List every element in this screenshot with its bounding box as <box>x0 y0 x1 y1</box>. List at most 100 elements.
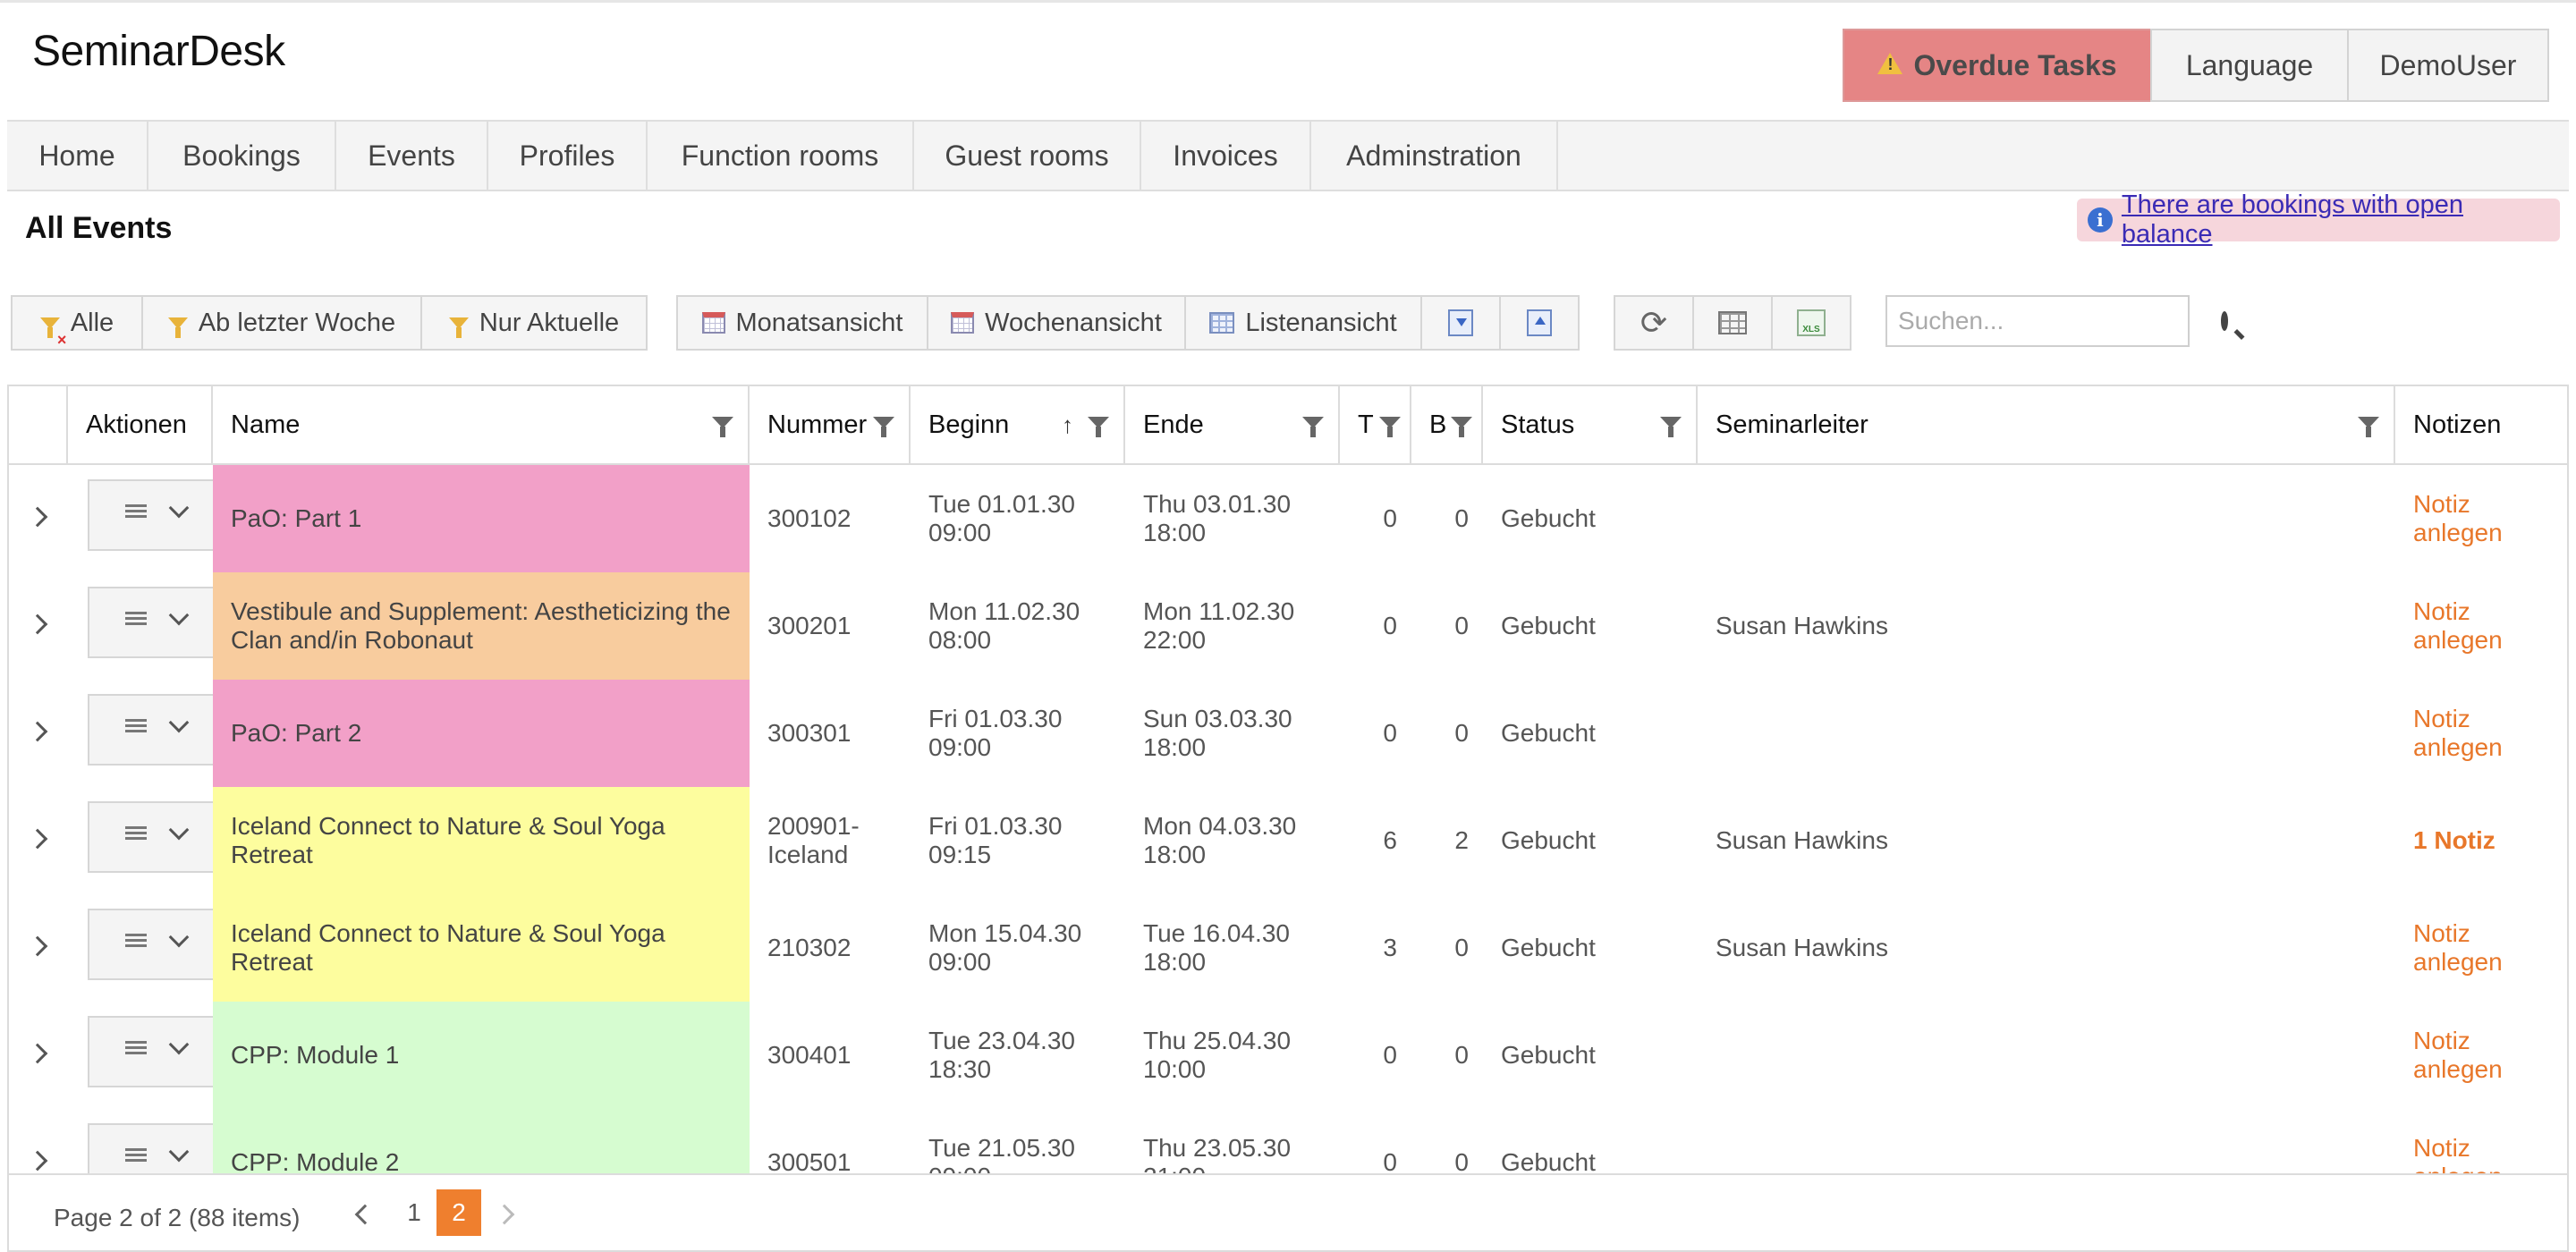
tools-toolbar: ⟳ XLS <box>1614 295 1852 351</box>
filter-icon[interactable] <box>2358 417 2379 437</box>
month-view-button[interactable]: Monatsansicht <box>676 295 928 351</box>
notes-link[interactable]: Notiz <box>2413 1134 2470 1162</box>
export-excel-button[interactable]: XLS <box>1771 295 1852 351</box>
notes-link-suffix[interactable]: anlegen <box>2413 948 2503 976</box>
table-row[interactable]: PaO: Part 1 300102 Tue 01.01.30 09:00 Thu 03… <box>9 465 2567 572</box>
expand-row-icon[interactable] <box>27 935 48 957</box>
event-name-cell[interactable]: CPP: Module 2 <box>213 1109 750 1173</box>
search-icon[interactable] <box>2221 311 2228 331</box>
table-row[interactable]: PaO: Part 2 300301 Fri 01.03.30 09:00 Sun 03… <box>9 680 2567 787</box>
event-name-cell[interactable]: Vestibule and Supplement: Aestheticizing… <box>213 572 750 680</box>
header-t[interactable]: T <box>1340 386 1411 463</box>
notes-link[interactable]: Notiz <box>2413 919 2470 947</box>
filter-icon[interactable] <box>1088 417 1109 437</box>
begin-cell: Fri 01.03.30 09:15 <box>911 787 1125 894</box>
notes-link-suffix[interactable]: anlegen <box>2413 733 2503 761</box>
header-ende[interactable]: Ende <box>1125 386 1340 463</box>
notes-link-suffix[interactable]: anlegen <box>2413 1163 2503 1173</box>
notes-link-suffix[interactable]: anlegen <box>2413 626 2503 654</box>
expand-row-icon[interactable] <box>27 506 48 528</box>
notes-link[interactable]: Notiz <box>2413 705 2470 732</box>
nav-profiles[interactable]: Profiles <box>488 122 648 190</box>
event-name-cell[interactable]: PaO: Part 1 <box>213 465 750 572</box>
expand-row-icon[interactable] <box>27 1043 48 1064</box>
notes-link-suffix[interactable]: anlegen <box>2413 1055 2503 1083</box>
filter-last-week-button[interactable]: Ab letzter Woche <box>141 295 422 351</box>
row-actions-button[interactable] <box>88 694 213 766</box>
filter-icon[interactable] <box>1660 417 1682 437</box>
nav-home[interactable]: Home <box>7 122 148 190</box>
b-count: 0 <box>1454 1041 1469 1069</box>
upload-button[interactable] <box>1499 295 1580 351</box>
filter-icon[interactable] <box>1302 417 1324 437</box>
expand-row-icon[interactable] <box>27 613 48 635</box>
expand-row-icon[interactable] <box>27 828 48 850</box>
notes-cell[interactable]: 1 Notiz <box>2395 787 2567 894</box>
header-nummer-label: Nummer <box>767 410 868 439</box>
event-name-cell[interactable]: Iceland Connect to Nature & Soul Yoga Re… <box>213 894 750 1002</box>
table-row[interactable]: CPP: Module 1 300401 Tue 23.04.30 18:30 Thu … <box>9 1002 2567 1109</box>
nav-invoices[interactable]: Invoices <box>1141 122 1311 190</box>
header-nummer[interactable]: Nummer <box>750 386 911 463</box>
table-row[interactable]: Iceland Connect to Nature & Soul Yoga Re… <box>9 894 2567 1002</box>
nav-events[interactable]: Events <box>336 122 488 190</box>
expand-row-icon[interactable] <box>27 1150 48 1172</box>
notes-link[interactable]: Notiz <box>2413 597 2470 625</box>
search-input[interactable] <box>1898 307 2221 335</box>
t-count: 0 <box>1383 504 1397 532</box>
row-actions-button[interactable] <box>88 1123 213 1173</box>
filter-icon[interactable] <box>1379 417 1401 437</box>
filter-toolbar: × Alle Ab letzter Woche Nur Aktuelle <box>11 295 648 351</box>
chevron-right-icon[interactable] <box>494 1204 515 1225</box>
notes-link[interactable]: 1 Notiz <box>2413 826 2496 854</box>
open-balance-link[interactable]: There are bookings with open balance <box>2121 190 2463 249</box>
columns-button[interactable] <box>1692 295 1773 351</box>
header-beginn[interactable]: Beginn ↑ <box>911 386 1125 463</box>
nav-administration[interactable]: Adminstration <box>1311 122 1558 190</box>
filter-current-button[interactable]: Nur Aktuelle <box>420 295 648 351</box>
row-actions-button[interactable] <box>88 587 213 658</box>
app-logo[interactable]: SeminarDesk <box>32 28 285 75</box>
filter-icon[interactable] <box>873 417 894 437</box>
user-menu-button[interactable]: DemoUser <box>2347 29 2549 102</box>
nav-bookings[interactable]: Bookings <box>148 122 336 190</box>
table-row[interactable]: Iceland Connect to Nature & Soul Yoga Re… <box>9 787 2567 894</box>
event-name-cell[interactable]: PaO: Part 2 <box>213 680 750 787</box>
page-1-button[interactable]: 1 <box>407 1198 421 1226</box>
row-actions-button[interactable] <box>88 801 213 873</box>
notes-link[interactable]: Notiz <box>2413 1027 2470 1054</box>
overdue-tasks-button[interactable]: Overdue Tasks <box>1843 29 2152 102</box>
expand-row-icon[interactable] <box>27 721 48 742</box>
nav-guest-rooms[interactable]: Guest rooms <box>914 122 1141 190</box>
chevron-left-icon[interactable] <box>354 1204 376 1225</box>
filter-icon[interactable] <box>712 417 733 437</box>
nav-function-rooms[interactable]: Function rooms <box>648 122 914 190</box>
event-name-cell[interactable]: CPP: Module 1 <box>213 1002 750 1109</box>
row-actions-button[interactable] <box>88 909 213 980</box>
header-b[interactable]: B <box>1411 386 1483 463</box>
filter-icon[interactable] <box>1451 417 1472 437</box>
download-button[interactable] <box>1420 295 1501 351</box>
table-row[interactable]: Vestibule and Supplement: Aestheticizing… <box>9 572 2567 680</box>
notes-link-suffix[interactable]: anlegen <box>2413 519 2503 546</box>
filter-all-button[interactable]: × Alle <box>11 295 143 351</box>
list-view-button[interactable]: Listenansicht <box>1184 295 1422 351</box>
page-2-button[interactable]: 2 <box>436 1189 481 1236</box>
event-name-cell[interactable]: Iceland Connect to Nature & Soul Yoga Re… <box>213 787 750 894</box>
row-actions-button[interactable] <box>88 1016 213 1087</box>
language-button[interactable]: Language <box>2150 29 2349 102</box>
header-seminarleiter[interactable]: Seminarleiter <box>1698 386 2395 463</box>
notes-link[interactable]: Notiz <box>2413 490 2470 518</box>
week-view-button[interactable]: Wochenansicht <box>927 295 1186 351</box>
header-status[interactable]: Status <box>1483 386 1698 463</box>
refresh-button[interactable]: ⟳ <box>1614 295 1694 351</box>
row-actions-button[interactable] <box>88 479 213 551</box>
header-name[interactable]: Name <box>213 386 750 463</box>
